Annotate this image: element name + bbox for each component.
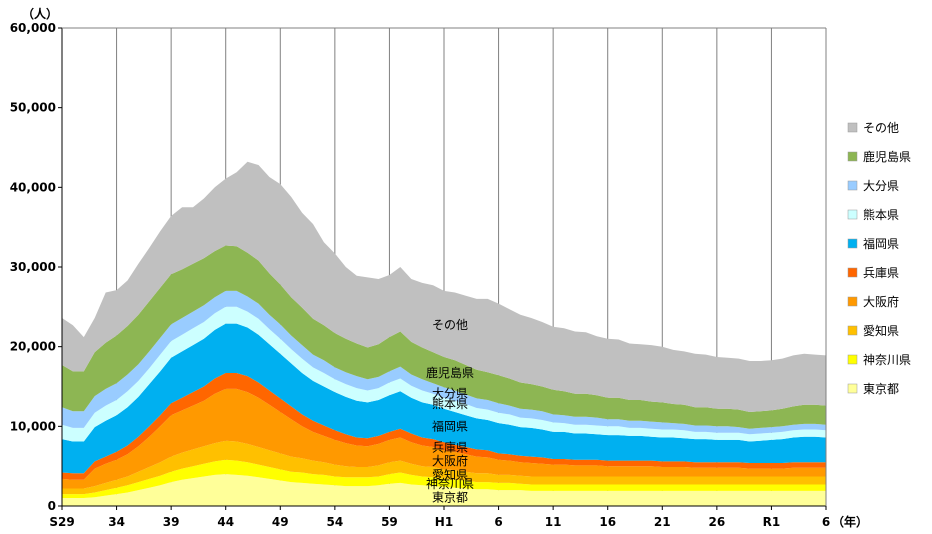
legend-label: 熊本県 — [863, 207, 899, 222]
x-tick-label: 44 — [217, 515, 234, 529]
x-tick-label: 6 — [822, 515, 830, 529]
area-label: 福岡県 — [432, 419, 468, 434]
y-tick-label: 60,000 — [10, 21, 56, 35]
y-tick-label: 10,000 — [10, 419, 56, 433]
area-大阪府 — [62, 388, 826, 489]
legend-swatch — [847, 238, 858, 249]
x-tick-label: 21 — [654, 515, 671, 529]
legend-swatch — [847, 122, 858, 133]
legend-label: 神奈川県 — [863, 353, 911, 367]
area-愛知県 — [62, 440, 826, 495]
legend-label: 鹿児島県 — [863, 149, 911, 164]
x-tick-label: 16 — [599, 515, 616, 529]
legend-swatch — [847, 209, 858, 220]
area-layer — [62, 161, 826, 506]
legend-label: 愛知県 — [863, 324, 899, 338]
x-tick-label: 26 — [709, 515, 726, 529]
legend-swatch — [847, 151, 858, 162]
area-label: 鹿児島県 — [426, 365, 474, 380]
area-その他 — [62, 161, 826, 412]
legend-label: 福岡県 — [863, 236, 899, 251]
area-label: 神奈川県 — [426, 477, 474, 491]
x-tick-label: 49 — [272, 515, 289, 529]
area-鹿児島県 — [62, 245, 826, 429]
legend-swatch — [847, 354, 858, 365]
x-tick-label: R1 — [763, 515, 781, 529]
area-東京都 — [62, 474, 826, 506]
x-tick-label: H1 — [435, 515, 453, 529]
x-tick-label: 59 — [381, 515, 398, 529]
x-tick-label: 39 — [163, 515, 180, 529]
y-tick-label: 40,000 — [10, 180, 56, 194]
x-tick-label: 34 — [108, 515, 125, 529]
area-label: その他 — [432, 318, 468, 332]
x-tick-label: S29 — [49, 515, 74, 529]
area-label: 東京都 — [432, 490, 468, 504]
legend-label: 大阪府 — [863, 294, 899, 309]
y-tick-label: 30,000 — [10, 260, 56, 274]
legend-label: 大分県 — [863, 179, 899, 193]
x-tick-label: 6 — [494, 515, 502, 529]
area-label: 大分県 — [432, 386, 468, 400]
x-unit-label: （年） — [832, 514, 868, 529]
legend-swatch — [847, 296, 858, 307]
legend-swatch — [847, 267, 858, 278]
legend-swatch — [847, 383, 858, 394]
area-label: 大阪府 — [432, 453, 468, 468]
legend-label: 兵庫県 — [863, 266, 899, 280]
y-tick-label: 50,000 — [10, 101, 56, 115]
area-label: 熊本県 — [432, 396, 468, 411]
legend-label: その他 — [863, 121, 899, 135]
legend-swatch — [847, 180, 858, 191]
legend-label: 東京都 — [863, 382, 899, 396]
y-tick-label: 0 — [48, 499, 56, 513]
y-unit-label: （人） — [22, 6, 58, 21]
y-tick-label: 20,000 — [10, 340, 56, 354]
area-label: 愛知県 — [432, 468, 468, 482]
tick-layer: S29 34 39 44 49 54 59 H1 6 11 16 21 26 R1 6 0 10,000 20,0… — [10, 21, 830, 529]
x-tick-label: 54 — [327, 515, 344, 529]
x-tick-label: 11 — [545, 515, 562, 529]
area-福岡県 — [62, 323, 826, 474]
area-label: 兵庫県 — [432, 440, 468, 454]
legend-swatch — [847, 325, 858, 336]
